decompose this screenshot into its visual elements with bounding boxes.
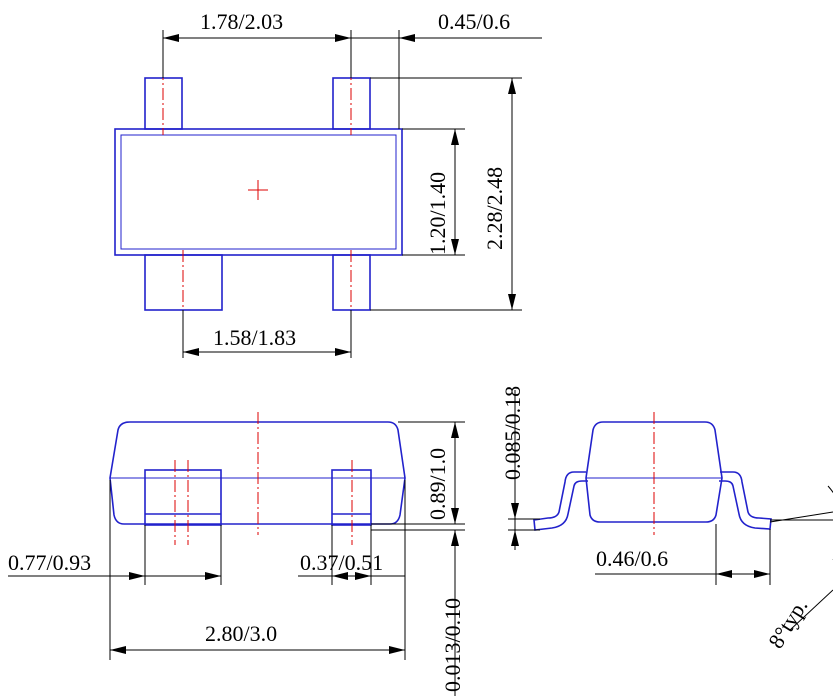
dimension-label: 2.80/3.0: [205, 621, 277, 646]
dimension-label: 0.89/1.0: [425, 448, 450, 520]
dimension-body-width: 1.20/1.40: [402, 128, 465, 256]
dimension-label: 2.28/2.48: [482, 167, 507, 250]
dimension-label: 0.37/0.51: [300, 550, 383, 575]
lead-left: [144, 469, 222, 526]
dimension-body-length: 2.80/3.0: [109, 480, 406, 660]
dimension-label: 0.45/0.6: [438, 9, 510, 34]
package-body-top: [114, 128, 403, 256]
center-mark: [248, 180, 268, 200]
dimension-top-pin-pitch: 1.78/2.03: [162, 9, 352, 78]
package-body-top-inner: [120, 134, 397, 250]
end-view: 0.085/0.18 0.46/0.6 8°typ.: [500, 386, 833, 653]
dimension-standoff: 0.013/0.10: [371, 529, 465, 696]
dimension-label: 8°typ.: [763, 594, 813, 653]
dimension-lead-width: 0.45/0.6: [351, 9, 542, 129]
dimension-foot-length: 0.46/0.6: [595, 524, 771, 585]
dimension-label: 0.46/0.6: [596, 546, 668, 571]
dimension-bottom-pin-pitch: 1.58/1.83: [182, 310, 352, 358]
dimension-label: 0.77/0.93: [8, 550, 91, 575]
dimension-body-height: 0.89/1.0: [371, 421, 465, 525]
top-view: 1.78/2.03 0.45/0.6 1.20/1.40 2.28/2.48: [114, 9, 542, 358]
dimension-right-lead-width: 0.37/0.51: [298, 525, 405, 585]
lead-gullwing-right: [719, 471, 772, 530]
front-view: 0.89/1.0 0.013/0.10 0.77/0.93 0.37/0.51: [8, 412, 465, 696]
dimension-left-lead-width: 0.77/0.93: [8, 525, 222, 585]
dimension-overall-width: 2.28/2.48: [370, 77, 522, 311]
dimension-label: 1.58/1.83: [213, 325, 296, 350]
dimension-lead-angle: 8°typ.: [763, 485, 833, 653]
dimension-label: 0.013/0.10: [440, 598, 465, 692]
lead-gullwing-left: [533, 471, 588, 531]
dimension-label: 1.78/2.03: [200, 9, 283, 34]
dimension-label: 1.20/1.40: [425, 172, 450, 255]
dimension-label: 0.085/0.18: [500, 386, 525, 480]
dimension-lead-thickness: 0.085/0.18: [500, 386, 540, 550]
